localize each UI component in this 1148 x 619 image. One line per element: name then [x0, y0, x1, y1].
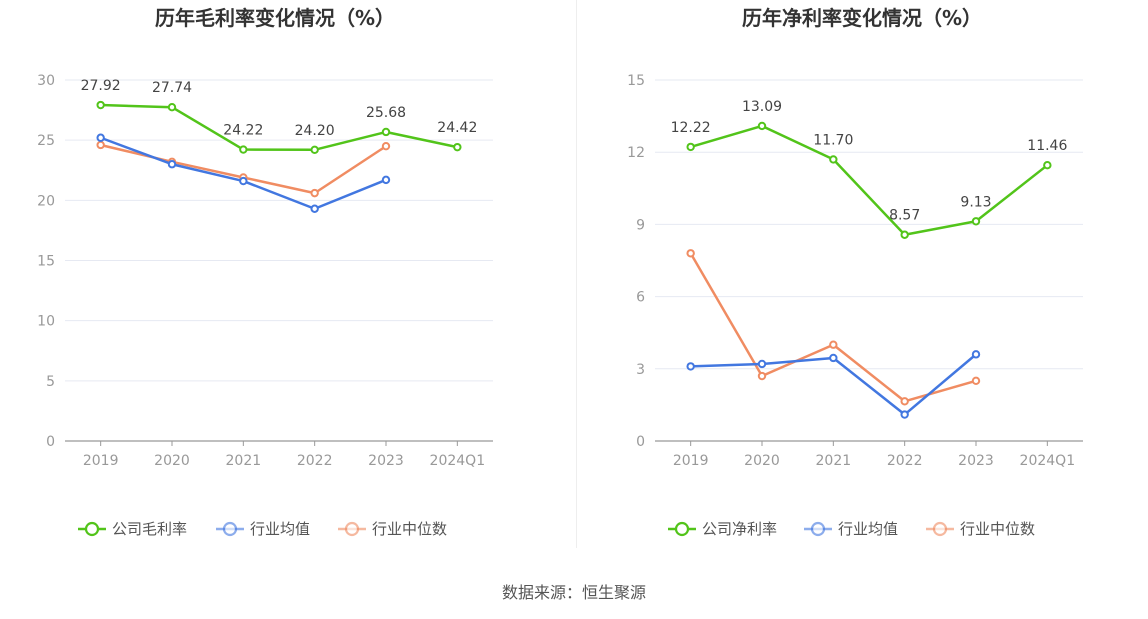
data-point — [381, 141, 391, 151]
chart-divider — [576, 0, 577, 548]
data-label: 9.13 — [960, 194, 991, 210]
legend-label: 行业中位数 — [960, 520, 1035, 538]
data-point — [167, 160, 177, 169]
data-point — [96, 140, 105, 150]
x-tick-label: 2024Q1 — [430, 453, 486, 469]
net-margin-chart: 历年净利率变化情况（%） 0 3 6 9 12 15 2019 2020 2021 2022 2023… — [627, 6, 1083, 538]
data-point — [167, 102, 177, 112]
legend-marker — [810, 521, 826, 537]
legend-item: 公司毛利率 — [78, 520, 187, 538]
legend-label: 公司净利率 — [702, 520, 777, 538]
data-point — [757, 121, 767, 131]
series-line — [690, 353, 977, 416]
data-point — [686, 142, 695, 152]
legend-label: 公司毛利率 — [112, 520, 187, 538]
data-source: 数据来源：恒生聚源 — [501, 583, 646, 602]
x-tick-label: 2019 — [83, 453, 119, 469]
data-point — [686, 362, 695, 371]
x-tick-label: 2020 — [744, 453, 780, 469]
y-tick-label: 9 — [636, 217, 645, 233]
data-point — [310, 204, 319, 213]
data-point — [900, 230, 909, 239]
legend-item: 公司净利率 — [668, 520, 777, 538]
data-label: 25.68 — [366, 105, 406, 121]
legend-item: 行业中位数 — [338, 520, 447, 538]
legend-label: 行业均值 — [838, 520, 898, 538]
legend-item: 行业均值 — [804, 520, 898, 538]
series-line — [689, 252, 977, 403]
y-tick-label: 10 — [37, 314, 55, 330]
data-point — [971, 350, 981, 359]
data-point — [971, 217, 981, 226]
y-tick-label: 0 — [636, 434, 645, 450]
x-tick-label: 2019 — [673, 453, 709, 469]
x-tick-label: 2024Q1 — [1020, 453, 1076, 469]
data-point — [96, 133, 105, 142]
x-tick-label: 2023 — [368, 453, 404, 469]
data-label: 13.09 — [742, 99, 782, 115]
legend-marker — [674, 521, 690, 537]
x-tick-label: 2021 — [816, 453, 852, 469]
data-point — [310, 188, 319, 198]
y-tick-label: 30 — [37, 73, 55, 89]
data-label: 8.57 — [889, 208, 920, 224]
x-tick-label: 2022 — [297, 453, 333, 469]
y-tick-label: 3 — [636, 362, 645, 378]
data-point — [239, 176, 248, 186]
data-label: 24.20 — [295, 123, 335, 139]
y-tick-label: 0 — [46, 434, 55, 450]
data-point — [829, 353, 838, 363]
data-point — [829, 340, 838, 349]
data-point — [453, 142, 462, 152]
data-label: 24.22 — [223, 123, 263, 139]
chart-title: 历年净利率变化情况（%） — [742, 6, 982, 30]
y-tick-label: 20 — [37, 193, 55, 209]
legend-marker — [344, 521, 360, 537]
legend-item: 行业均值 — [216, 520, 310, 538]
series-line — [100, 103, 458, 152]
data-point — [900, 397, 909, 406]
legend-label: 行业中位数 — [372, 520, 447, 538]
data-label: 11.70 — [813, 132, 853, 148]
data-point — [971, 376, 981, 386]
data-point — [381, 175, 391, 185]
x-tick-label: 2021 — [226, 453, 262, 469]
data-point — [381, 127, 391, 137]
data-point — [96, 100, 105, 110]
data-point — [829, 155, 838, 164]
data-point — [310, 145, 319, 154]
y-tick-label: 25 — [37, 133, 55, 149]
y-tick-label: 6 — [636, 290, 645, 306]
data-label: 24.42 — [437, 120, 477, 136]
chart-title: 历年毛利率变化情况（%） — [155, 6, 395, 30]
data-point — [757, 371, 767, 381]
legend-item: 行业中位数 — [926, 520, 1035, 538]
x-tick-label: 2023 — [958, 453, 994, 469]
series-line — [690, 124, 1049, 236]
data-point — [900, 410, 909, 419]
data-point — [1043, 160, 1052, 170]
data-point — [686, 249, 695, 258]
data-point — [757, 359, 767, 369]
legend-marker — [222, 521, 238, 537]
x-tick-label: 2022 — [887, 453, 923, 469]
y-tick-label: 12 — [627, 145, 645, 161]
y-tick-label: 15 — [627, 73, 645, 89]
y-tick-label: 15 — [37, 254, 55, 270]
y-tick-label: 5 — [46, 374, 55, 390]
legend-label: 行业均值 — [250, 520, 310, 538]
data-point — [239, 145, 248, 154]
data-label: 27.92 — [81, 78, 121, 94]
legend-marker — [84, 521, 100, 537]
data-label: 12.22 — [671, 120, 711, 136]
legend-marker — [932, 521, 948, 537]
gross-margin-chart: 历年毛利率变化情况（%） 0 5 10 15 20 25 30 2019 2020 2021 2022… — [37, 6, 493, 538]
data-label: 27.74 — [152, 80, 192, 96]
data-label: 11.46 — [1027, 138, 1067, 154]
x-tick-label: 2020 — [154, 453, 190, 469]
